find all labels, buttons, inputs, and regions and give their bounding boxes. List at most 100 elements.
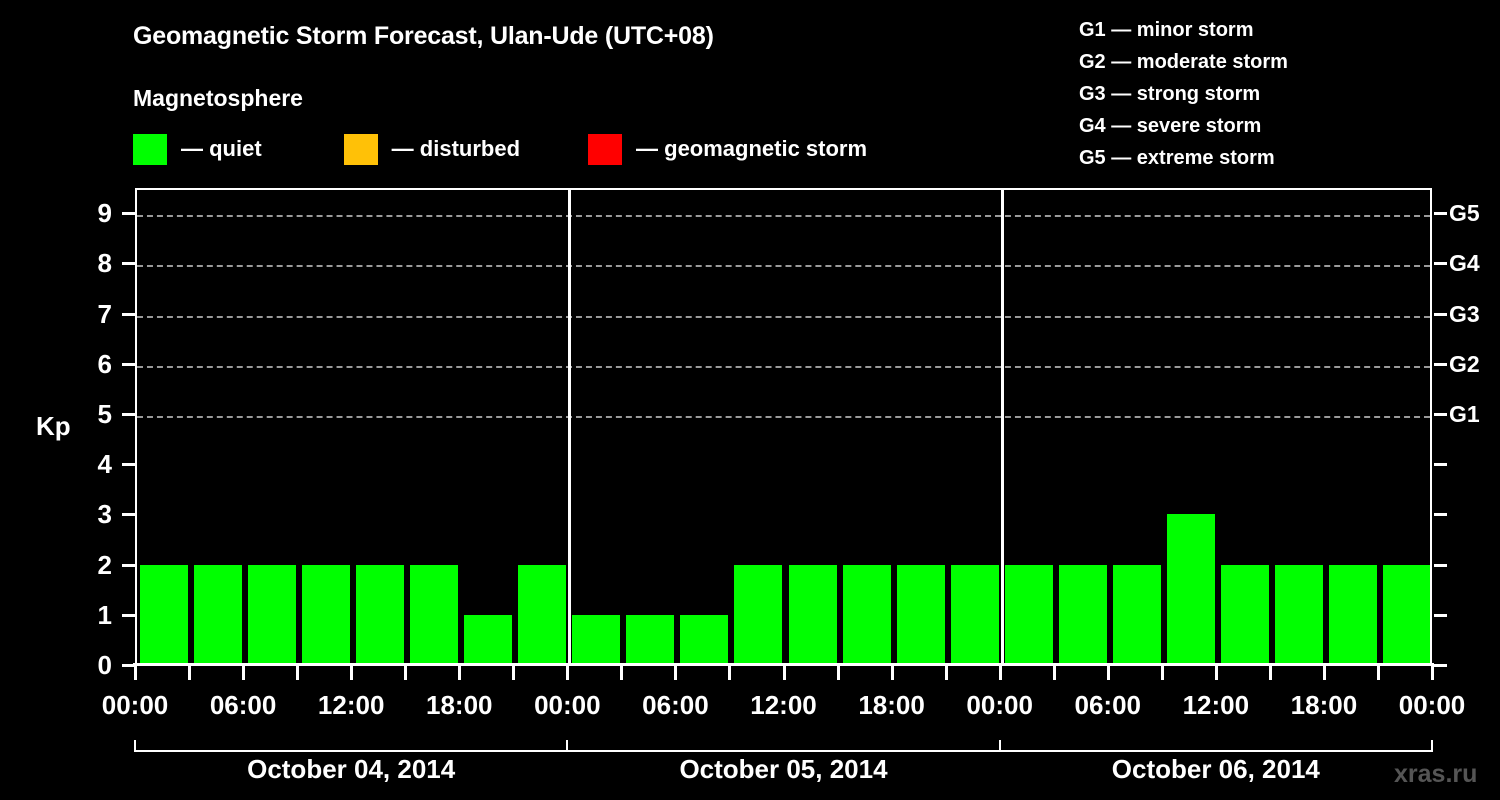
gscale-line-g3: G3 — strong storm bbox=[1079, 83, 1261, 105]
kp-bar bbox=[356, 564, 405, 665]
x-axis-label: 00:00 bbox=[534, 690, 601, 720]
legend-swatch-storm-icon bbox=[588, 133, 623, 165]
g-axis-tick bbox=[1434, 412, 1447, 416]
y-axis-tick bbox=[122, 262, 135, 266]
legend-item-storm: — geomagnetic storm bbox=[588, 133, 868, 165]
g-axis-tick bbox=[1434, 362, 1447, 366]
x-axis-label: 06:00 bbox=[209, 690, 277, 720]
plot-area bbox=[137, 190, 1430, 665]
x-axis-tick bbox=[188, 666, 192, 680]
x-axis-tick bbox=[1106, 666, 1110, 680]
gridline-kp-5 bbox=[137, 415, 1430, 418]
x-axis-tick bbox=[674, 666, 678, 680]
gridline-kp-8 bbox=[137, 265, 1430, 268]
kp-bar bbox=[1166, 514, 1215, 665]
kp-bar bbox=[626, 614, 675, 665]
y-axis-tick bbox=[122, 463, 135, 467]
x-axis-label: 18:00 bbox=[426, 690, 493, 720]
legend-item-disturbed: — disturbed bbox=[343, 133, 520, 165]
x-axis-tick bbox=[620, 666, 624, 680]
x-axis-tick bbox=[1376, 666, 1380, 680]
kp-bar bbox=[896, 564, 945, 665]
g-axis-tick bbox=[1434, 212, 1447, 216]
x-axis-label: 00:00 bbox=[966, 690, 1033, 720]
legend-item-quiet: — quiet bbox=[133, 133, 262, 165]
x-axis-tick bbox=[134, 666, 137, 680]
kp-bar bbox=[410, 564, 459, 665]
day-bracket bbox=[998, 740, 1433, 752]
day-caption: October 06, 2014 bbox=[1111, 754, 1320, 784]
x-axis-tick bbox=[1431, 666, 1434, 680]
g-axis-tick bbox=[1434, 613, 1447, 617]
x-axis-tick bbox=[998, 666, 1002, 680]
legend-label-quiet: — quiet bbox=[181, 136, 262, 161]
x-axis-tick bbox=[512, 666, 516, 680]
y-axis-tick-label: 6 bbox=[97, 348, 112, 379]
y-axis-tick-label: 0 bbox=[97, 650, 112, 680]
x-axis-tick bbox=[296, 666, 300, 680]
y-axis-tick bbox=[122, 513, 135, 517]
y-axis-tick-label: 1 bbox=[97, 599, 112, 630]
g-axis-label: G2 bbox=[1449, 350, 1480, 377]
x-axis-tick bbox=[1268, 666, 1272, 680]
x-axis-tick bbox=[1322, 666, 1326, 680]
g-axis-label: G3 bbox=[1449, 300, 1480, 327]
day-separator bbox=[1000, 190, 1004, 665]
g-axis-tick bbox=[1434, 262, 1447, 266]
day-caption: October 05, 2014 bbox=[679, 754, 888, 784]
x-axis-tick bbox=[890, 666, 894, 680]
day-bracket bbox=[566, 740, 1001, 752]
legend-swatch-quiet-icon bbox=[133, 133, 167, 165]
y-axis-tick bbox=[122, 412, 135, 416]
kp-bar bbox=[140, 564, 189, 665]
legend-swatch-disturbed-icon bbox=[343, 133, 378, 165]
kp-bar bbox=[302, 564, 351, 665]
x-axis-tick bbox=[782, 666, 786, 680]
legend-heading: Magnetosphere bbox=[133, 85, 303, 111]
y-axis-tick bbox=[122, 312, 135, 316]
y-axis-tick bbox=[122, 212, 135, 216]
x-axis-tick bbox=[728, 666, 732, 680]
legend-label-storm: — geomagnetic storm bbox=[636, 136, 868, 161]
x-axis-label: 12:00 bbox=[750, 690, 817, 720]
x-axis-label: 18:00 bbox=[1290, 690, 1358, 720]
x-axis-tick bbox=[458, 666, 462, 680]
y-axis-tick-label: 8 bbox=[97, 248, 112, 279]
watermark: xras.ru bbox=[1394, 760, 1478, 788]
plot-frame bbox=[135, 188, 1432, 665]
kp-bar bbox=[1382, 564, 1430, 665]
y-axis-title: Kp bbox=[36, 411, 71, 441]
y-axis-tick-label: 9 bbox=[97, 198, 112, 229]
x-axis-label: 12:00 bbox=[1182, 690, 1250, 720]
x-axis-tick bbox=[1214, 666, 1218, 680]
gridline-kp-9 bbox=[137, 215, 1430, 218]
kp-bar bbox=[1004, 564, 1053, 665]
x-axis-label: 06:00 bbox=[1074, 690, 1142, 720]
y-axis-tick-label: 7 bbox=[97, 298, 112, 329]
x-axis-tick bbox=[1160, 666, 1164, 680]
g-axis-label: G5 bbox=[1449, 200, 1480, 227]
legend: — quiet — disturbed — geomagnetic storm bbox=[133, 133, 867, 165]
day-bracket bbox=[134, 740, 569, 752]
x-axis-tick bbox=[566, 666, 570, 680]
kp-bar bbox=[1274, 564, 1323, 665]
kp-bar bbox=[572, 614, 621, 665]
bars-layer bbox=[137, 190, 1430, 665]
gscale-line-g5: G5 — extreme storm bbox=[1079, 147, 1275, 169]
y-axis-tick bbox=[122, 664, 135, 667]
g-axis-label: G1 bbox=[1449, 400, 1480, 427]
gscale-line-g1: G1 — minor storm bbox=[1079, 19, 1254, 41]
y-axis-tick-label: 3 bbox=[97, 499, 112, 530]
x-axis-tick bbox=[1052, 666, 1056, 680]
g-axis-tick bbox=[1434, 563, 1447, 567]
kp-bar bbox=[194, 564, 243, 665]
kp-bar bbox=[1112, 564, 1161, 665]
x-axis-baseline bbox=[133, 663, 1434, 666]
g-axis-label: G4 bbox=[1449, 250, 1480, 277]
day-caption: October 04, 2014 bbox=[247, 754, 456, 784]
x-axis-tick bbox=[836, 666, 840, 680]
y-axis-tick bbox=[122, 362, 135, 366]
x-axis-tick bbox=[242, 666, 246, 680]
day-separator bbox=[568, 190, 572, 665]
gscale-line-g4: G4 — severe storm bbox=[1079, 115, 1262, 137]
